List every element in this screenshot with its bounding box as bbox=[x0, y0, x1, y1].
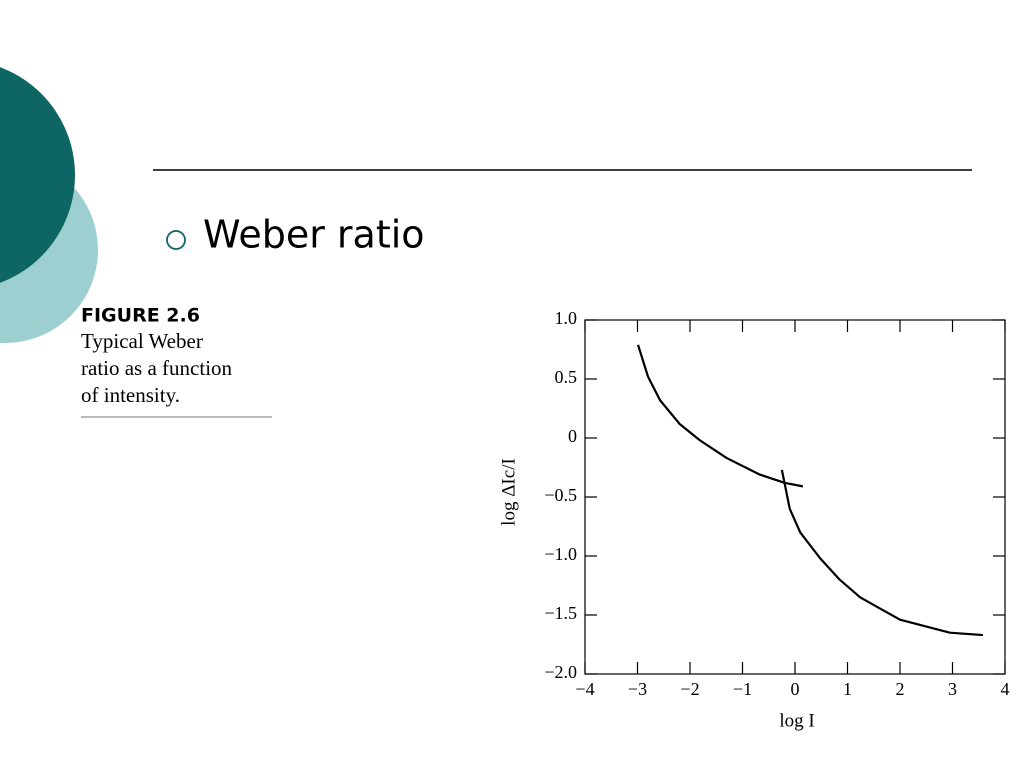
caption-line: ratio as a function bbox=[81, 356, 233, 380]
decor-circle bbox=[0, 67, 75, 283]
x-tick-label: −4 bbox=[575, 679, 594, 699]
x-tick-label: −3 bbox=[628, 679, 647, 699]
y-tick-label: −1.0 bbox=[544, 544, 577, 564]
curve bbox=[780, 469, 984, 637]
x-axis-label: log I bbox=[779, 710, 814, 731]
bullet-text: Weber ratio bbox=[203, 213, 425, 257]
curve bbox=[636, 344, 804, 488]
y-tick-label: 0.5 bbox=[555, 367, 578, 387]
x-tick-label: 2 bbox=[896, 679, 905, 699]
figure-label: FIGURE 2.6 bbox=[81, 305, 200, 327]
x-tick-label: 4 bbox=[1001, 679, 1010, 699]
x-tick-label: 0 bbox=[791, 679, 800, 699]
y-tick-label: −2.0 bbox=[544, 662, 577, 682]
y-tick-label: 1.0 bbox=[555, 308, 578, 328]
x-tick-label: 3 bbox=[948, 679, 957, 699]
y-tick-label: 0 bbox=[568, 426, 577, 446]
caption-line: of intensity. bbox=[81, 383, 180, 407]
x-tick-label: 1 bbox=[843, 679, 852, 699]
y-axis-label: log ΔIc/I bbox=[498, 458, 519, 526]
x-tick-label: −1 bbox=[733, 679, 752, 699]
x-tick-label: −2 bbox=[680, 679, 699, 699]
y-tick-label: −0.5 bbox=[544, 485, 577, 505]
y-tick-label: −1.5 bbox=[544, 603, 577, 623]
caption-line: Typical Weber bbox=[81, 329, 203, 353]
bullet-icon bbox=[166, 230, 186, 250]
